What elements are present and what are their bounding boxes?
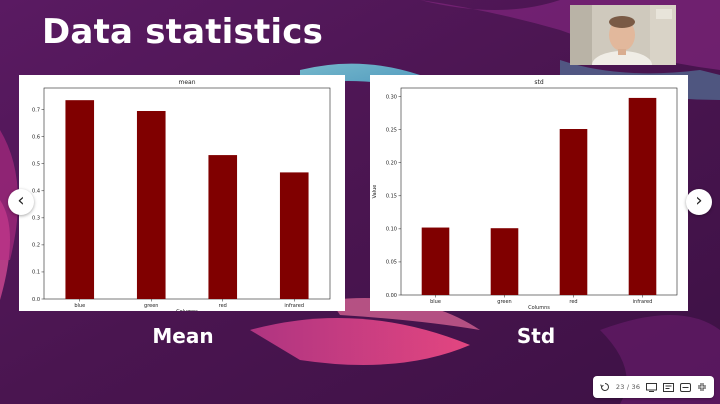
x-tick-label: blue — [430, 299, 441, 305]
bar-blue — [421, 227, 450, 295]
y-tick-label: 0.5 — [32, 162, 40, 168]
slide-counter: 23 / 36 — [615, 383, 641, 391]
y-tick-label: 0.10 — [386, 227, 397, 233]
bar-infrared — [279, 172, 309, 299]
chart-std: std 0.00 0.05 0.10 0.15 0.20 0.25 0.30 blue green… — [372, 79, 678, 311]
y-tick-label: 0.00 — [386, 293, 397, 299]
captions-icon — [680, 382, 692, 392]
bar-infrared — [628, 97, 657, 295]
x-tick-label: infrared — [633, 299, 653, 305]
webcam-person-image — [570, 5, 676, 65]
x-tick-label: green — [144, 303, 158, 309]
notes-button[interactable] — [663, 382, 675, 392]
y-tick-label: 0.1 — [32, 270, 40, 276]
chevron-left-icon: ‹ — [17, 190, 25, 211]
slide-title: Data statistics — [42, 12, 324, 52]
captions-button[interactable] — [680, 382, 692, 392]
presentation-toolbar: 23 / 36 — [593, 376, 714, 398]
y-tick-label: 0.3 — [32, 216, 40, 222]
caption-mean: Mean — [152, 324, 214, 348]
plot-frame — [43, 87, 331, 300]
y-tick-label: 0.25 — [386, 127, 397, 133]
x-tick-label: infrared — [284, 303, 304, 309]
previous-slide-button[interactable]: ‹ — [8, 189, 34, 215]
screen-button[interactable] — [646, 382, 658, 392]
chart-mean: mean 0.0 0.1 0.2 0.3 0.4 0.5 0.6 0.7 blue green red… — [32, 79, 331, 311]
x-tick-label: red — [219, 303, 227, 309]
exit-fullscreen-button[interactable] — [697, 382, 707, 392]
y-tick-label: 0.7 — [32, 107, 40, 113]
exit-fullscreen-icon — [698, 383, 706, 391]
y-tick-label: 0.2 — [32, 243, 40, 249]
chart-std-card: std 0.00 0.05 0.10 0.15 0.20 0.25 0.30 blue green… — [370, 75, 688, 311]
y-tick-label: 0.05 — [386, 260, 397, 266]
x-axis-label: Columns — [528, 305, 550, 311]
x-tick-label: green — [497, 299, 511, 305]
chart-title: std — [534, 79, 543, 86]
bar-green — [136, 110, 166, 299]
y-tick-label: 0.15 — [386, 194, 397, 200]
x-tick-label: red — [569, 299, 577, 305]
next-slide-button[interactable]: › — [686, 189, 712, 215]
notes-icon — [663, 382, 675, 392]
bar-red — [559, 129, 588, 295]
x-axis-label: Columns — [176, 309, 198, 311]
webcam-video — [570, 5, 676, 65]
y-tick-label: 0.6 — [32, 134, 40, 140]
y-tick-label: 0.20 — [386, 161, 397, 167]
bar-blue — [65, 100, 95, 299]
replay-icon — [600, 383, 609, 391]
caption-std: Std — [516, 324, 556, 348]
y-axis-label: Value — [372, 185, 378, 199]
bar-red — [208, 155, 238, 299]
replay-button[interactable] — [600, 382, 610, 392]
chart-mean-card: mean 0.0 0.1 0.2 0.3 0.4 0.5 0.6 0.7 blue green red… — [19, 75, 345, 311]
bar-green — [490, 228, 519, 295]
plot-frame — [400, 87, 678, 296]
chart-title: mean — [178, 79, 195, 86]
screen-icon — [646, 382, 658, 392]
y-tick-label: 0.0 — [32, 297, 40, 303]
chevron-right-icon: › — [695, 190, 703, 211]
x-tick-label: blue — [74, 303, 85, 309]
y-tick-label: 0.30 — [386, 94, 397, 100]
y-tick-label: 0.4 — [32, 189, 40, 195]
